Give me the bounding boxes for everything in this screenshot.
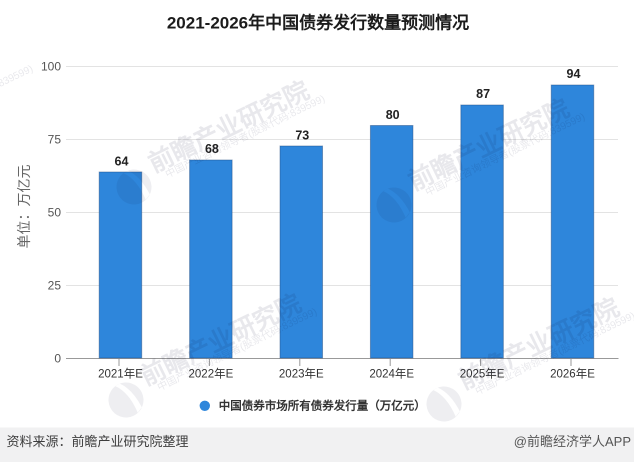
svg-text:0: 0 [54, 351, 61, 365]
svg-text:2021-2026年中国债券发行数量预测情况: 2021-2026年中国债券发行数量预测情况 [167, 13, 469, 33]
svg-text:2026年E: 2026年E [550, 367, 595, 381]
svg-text:50: 50 [48, 206, 62, 220]
svg-text:64: 64 [115, 154, 129, 168]
svg-text:资料来源：前瞻产业研究院整理: 资料来源：前瞻产业研究院整理 [7, 434, 189, 449]
svg-text:@前瞻经济学人APP: @前瞻经济学人APP [514, 434, 631, 449]
svg-text:87: 87 [476, 87, 490, 101]
svg-text:100: 100 [41, 60, 61, 74]
svg-text:94: 94 [567, 67, 581, 81]
svg-text:2023年E: 2023年E [279, 367, 324, 381]
svg-text:2022年E: 2022年E [189, 367, 234, 381]
svg-text:25: 25 [48, 279, 62, 293]
svg-text:中国产业咨询领导者(股票代码:839599): 中国产业咨询领导者(股票代码:839599) [0, 62, 35, 151]
svg-text:2024年E: 2024年E [369, 367, 414, 381]
svg-text:80: 80 [386, 108, 400, 122]
svg-text:75: 75 [48, 133, 62, 147]
svg-text:2021年E: 2021年E [98, 367, 143, 381]
svg-text:73: 73 [295, 128, 309, 142]
svg-text:68: 68 [205, 142, 219, 156]
svg-text:单位：万亿元: 单位：万亿元 [16, 165, 32, 249]
svg-text:2025年E: 2025年E [460, 367, 505, 381]
svg-text:中国债券市场所有债券发行量（万亿元）: 中国债券市场所有债券发行量（万亿元） [219, 399, 426, 413]
